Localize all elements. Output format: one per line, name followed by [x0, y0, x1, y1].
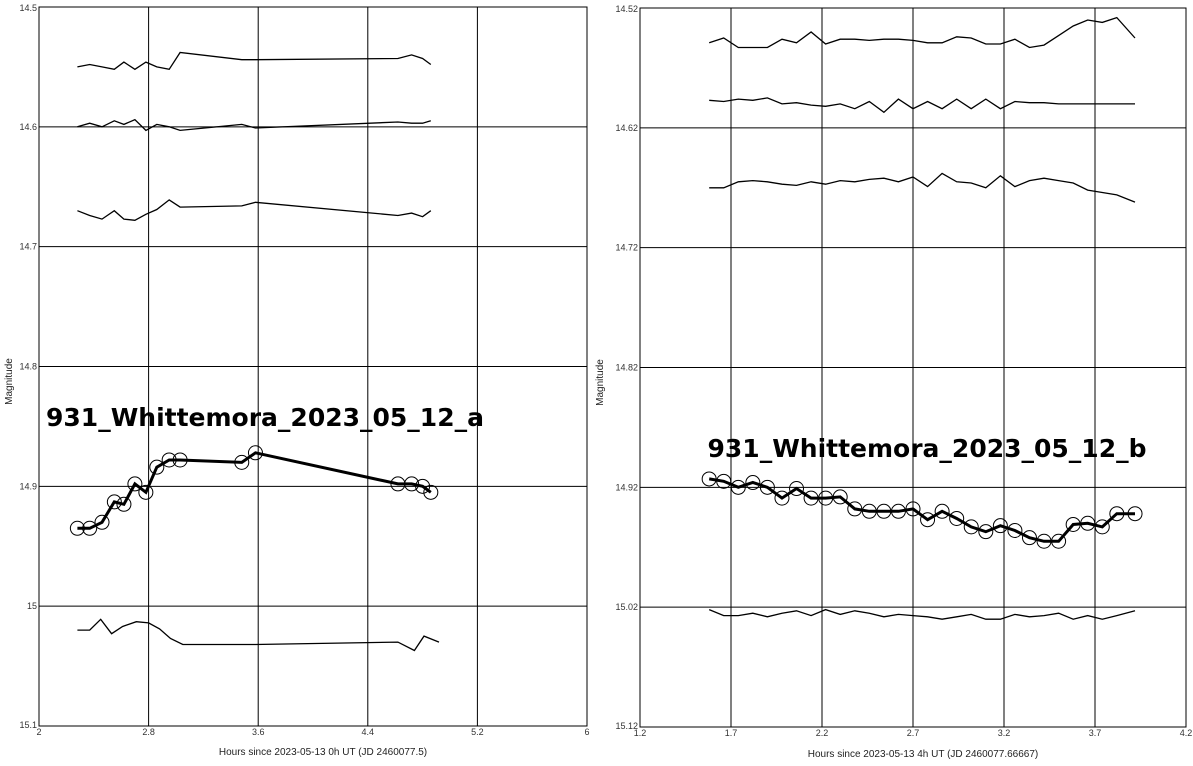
data-point-marker	[404, 476, 420, 492]
data-point-marker	[106, 494, 122, 510]
data-point-marker	[876, 503, 892, 519]
data-point-marker	[94, 514, 110, 530]
y-tick-label: 15	[27, 601, 37, 611]
y-axis-label: Magnitude	[595, 359, 606, 406]
x-axis-label: Hours since 2023-05-13 4h UT (JD 2460077…	[808, 749, 1039, 760]
x-tick-label: 3.2	[998, 728, 1011, 738]
data-point-marker	[69, 520, 85, 536]
y-tick-label: 14.62	[615, 123, 638, 133]
data-point-marker	[905, 501, 921, 517]
data-point-marker	[759, 479, 775, 495]
data-point-marker	[730, 479, 746, 495]
chart-annotation-label: 931_Whittemora_2023_05_12_b	[708, 434, 1147, 463]
data-point-marker	[247, 445, 263, 461]
comparison-star-line-1	[708, 16, 1136, 49]
y-tick-label: 14.52	[615, 4, 638, 14]
y-axis-label: Magnitude	[4, 358, 15, 405]
y-tick-label: 14.6	[19, 122, 37, 132]
y-tick-label: 14.5	[19, 3, 37, 13]
x-tick-label: 2	[36, 727, 41, 737]
data-point-marker	[415, 478, 431, 494]
data-point-marker	[934, 503, 950, 519]
x-tick-label: 5.2	[471, 727, 484, 737]
comparison-star-line-3	[77, 199, 432, 221]
y-tick-label: 14.9	[19, 481, 37, 491]
data-point-marker	[789, 481, 805, 497]
data-point-marker	[1051, 533, 1067, 549]
data-point-marker	[127, 476, 143, 492]
x-tick-label: 2.8	[142, 727, 155, 737]
comparison-star-line-3	[709, 172, 1136, 203]
y-tick-label: 15.12	[615, 721, 638, 731]
data-point-marker	[172, 452, 188, 468]
x-axis-label: Hours since 2023-05-13 0h UT (JD 2460077…	[219, 747, 427, 758]
data-point-marker	[1036, 533, 1052, 549]
data-point-marker	[861, 503, 877, 519]
data-point-marker	[149, 459, 165, 475]
x-tick-label: 4.4	[362, 727, 375, 737]
x-tick-label: 2.2	[816, 728, 829, 738]
chart-panel-2: 1.2 1.7 2.2 2.7 3.2 3.7 4.2 14.52 14.62 14.72 14.8…	[595, 4, 1192, 760]
data-point-marker	[832, 489, 848, 505]
data-point-marker	[847, 501, 863, 517]
x-tick-label: 6	[584, 727, 589, 737]
x-tick-label: 3.7	[1089, 728, 1102, 738]
data-point-marker	[890, 503, 906, 519]
data-point-marker	[920, 512, 936, 528]
data-point-marker	[116, 496, 132, 512]
data-point-marker	[1109, 506, 1125, 522]
data-point-marker	[963, 519, 979, 535]
data-point-marker	[992, 518, 1008, 534]
data-point-marker	[716, 473, 732, 489]
data-point-marker	[803, 490, 819, 506]
comparison-star-line-5	[708, 608, 1136, 620]
chart-panel-1: 2 2.8 3.6 4.4 5.2 6 14.5 14.6 14.7 14.8 14.9 15 15.1…	[4, 3, 590, 758]
data-point-marker	[745, 475, 761, 491]
data-point-marker	[1080, 515, 1096, 531]
y-tick-label: 14.92	[615, 482, 638, 492]
y-tick-label: 14.72	[615, 243, 638, 253]
y-tick-label: 15.1	[19, 720, 37, 730]
comparison-star-line-2	[77, 118, 431, 132]
x-tick-label: 3.6	[252, 727, 265, 737]
y-tick-label: 15.02	[615, 602, 638, 612]
data-point-marker	[978, 524, 994, 540]
x-tick-label: 1.7	[725, 728, 738, 738]
data-point-marker	[1065, 516, 1081, 532]
data-point-marker	[1021, 530, 1037, 546]
x-tick-label: 1.2	[634, 728, 647, 738]
data-point-marker	[1007, 522, 1023, 538]
data-point-marker	[1094, 519, 1110, 535]
y-tick-label: 14.7	[19, 242, 37, 252]
comparison-star-line-5	[77, 618, 440, 652]
data-point-marker	[701, 471, 717, 487]
data-point-marker	[1127, 506, 1143, 522]
data-point-marker	[818, 490, 834, 506]
data-point-marker	[774, 490, 790, 506]
comparison-star-line-2	[709, 97, 1135, 114]
data-point-marker	[949, 510, 965, 526]
data-point-marker	[138, 484, 154, 500]
comparison-star-line-1	[77, 51, 432, 71]
data-point-marker	[234, 454, 250, 470]
y-tick-label: 14.82	[615, 363, 638, 373]
chart-annotation-label: 931_Whittemora_2023_05_12_a	[46, 403, 484, 432]
target-series-line	[77, 451, 432, 530]
target-series-line	[708, 477, 1135, 543]
y-tick-label: 14.8	[19, 362, 37, 372]
data-point-marker	[82, 520, 98, 536]
data-point-marker	[423, 484, 439, 500]
x-tick-label: 2.7	[907, 728, 920, 738]
data-point-marker	[161, 452, 177, 468]
x-tick-label: 4.2	[1180, 728, 1193, 738]
